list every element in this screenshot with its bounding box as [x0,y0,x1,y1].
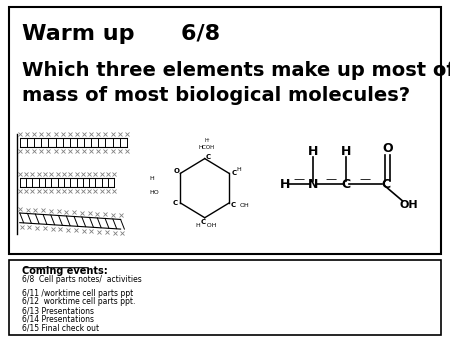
Text: 6/12  worktime cell parts ppt.: 6/12 worktime cell parts ppt. [22,297,135,307]
Text: H: H [150,176,155,181]
Text: H   OH: H OH [196,223,217,227]
Text: N: N [308,178,319,191]
Text: 6/15 Final check out: 6/15 Final check out [22,323,99,333]
Text: —: — [325,174,336,184]
Text: H: H [280,178,290,191]
Text: C: C [172,200,177,206]
Text: C: C [231,170,236,176]
Text: 6/13 Presentations: 6/13 Presentations [22,306,94,315]
Text: —: — [360,174,371,184]
Text: C: C [230,202,235,208]
Text: O: O [382,142,393,155]
Text: H: H [308,145,319,159]
Text: HCOH: HCOH [198,145,215,150]
Text: H¹: H¹ [205,138,211,143]
Text: C: C [206,153,211,160]
Text: Which three elements make up most of the
mass of most biological molecules?: Which three elements make up most of the… [22,61,450,105]
Text: H: H [341,145,351,159]
Text: Warm up      6/8: Warm up 6/8 [22,24,220,44]
Text: Coming events:: Coming events: [22,266,108,276]
Text: C: C [341,178,351,191]
Text: OH: OH [399,200,418,210]
Text: O: O [174,168,180,174]
FancyBboxPatch shape [9,7,441,253]
Text: C: C [382,178,391,191]
Text: —: — [294,174,305,184]
Text: C: C [200,219,206,225]
Text: 6/14 Presentations: 6/14 Presentations [22,315,94,323]
Text: HO: HO [149,190,159,195]
Text: H: H [236,167,241,172]
Text: 6/11 /worktime cell parts ppt: 6/11 /worktime cell parts ppt [22,289,133,297]
Text: 6/8  Cell parts notes/  activities: 6/8 Cell parts notes/ activities [22,275,142,284]
FancyBboxPatch shape [9,260,441,335]
Text: OH: OH [239,203,249,208]
